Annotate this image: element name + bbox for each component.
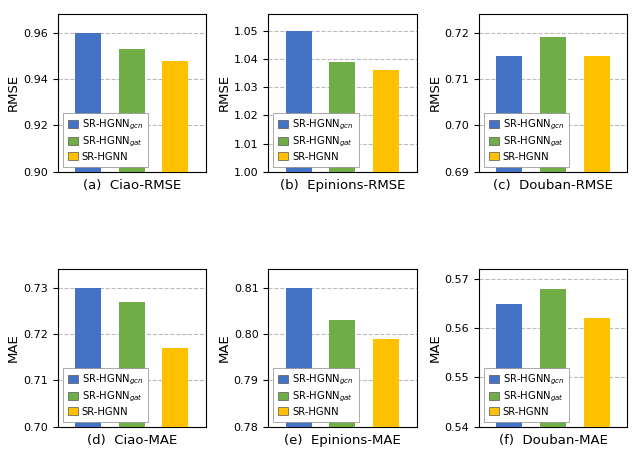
X-axis label: (e)  Epinions-MAE: (e) Epinions-MAE bbox=[284, 434, 401, 447]
Bar bbox=[330, 320, 355, 474]
Legend: SR-HGNN$_{gcn}$, SR-HGNN$_{gat}$, SR-HGNN: SR-HGNN$_{gcn}$, SR-HGNN$_{gat}$, SR-HGN… bbox=[484, 368, 570, 421]
Y-axis label: RMSE: RMSE bbox=[7, 74, 20, 111]
X-axis label: (a)  Ciao-RMSE: (a) Ciao-RMSE bbox=[83, 179, 181, 191]
X-axis label: (b)  Epinions-RMSE: (b) Epinions-RMSE bbox=[280, 179, 405, 191]
Legend: SR-HGNN$_{gcn}$, SR-HGNN$_{gat}$, SR-HGNN: SR-HGNN$_{gcn}$, SR-HGNN$_{gat}$, SR-HGN… bbox=[63, 113, 148, 167]
Bar bbox=[75, 288, 101, 474]
Bar bbox=[118, 301, 145, 474]
X-axis label: (f)  Douban-MAE: (f) Douban-MAE bbox=[499, 434, 607, 447]
Bar bbox=[496, 304, 522, 474]
Bar bbox=[584, 56, 610, 474]
Y-axis label: RMSE: RMSE bbox=[429, 74, 442, 111]
Legend: SR-HGNN$_{gcn}$, SR-HGNN$_{gat}$, SR-HGNN: SR-HGNN$_{gcn}$, SR-HGNN$_{gat}$, SR-HGN… bbox=[484, 113, 570, 167]
Bar bbox=[584, 319, 610, 474]
Bar bbox=[118, 49, 145, 474]
Y-axis label: MAE: MAE bbox=[429, 334, 442, 362]
Y-axis label: RMSE: RMSE bbox=[218, 74, 231, 111]
X-axis label: (c)  Douban-RMSE: (c) Douban-RMSE bbox=[493, 179, 613, 191]
Legend: SR-HGNN$_{gcn}$, SR-HGNN$_{gat}$, SR-HGNN: SR-HGNN$_{gcn}$, SR-HGNN$_{gat}$, SR-HGN… bbox=[273, 113, 359, 167]
Bar bbox=[540, 37, 566, 474]
Y-axis label: MAE: MAE bbox=[218, 334, 231, 362]
Bar bbox=[163, 348, 189, 474]
Y-axis label: MAE: MAE bbox=[7, 334, 20, 362]
Bar bbox=[330, 62, 355, 474]
Legend: SR-HGNN$_{gcn}$, SR-HGNN$_{gat}$, SR-HGNN: SR-HGNN$_{gcn}$, SR-HGNN$_{gat}$, SR-HGN… bbox=[63, 368, 148, 421]
Bar bbox=[496, 56, 522, 474]
Bar bbox=[285, 31, 312, 474]
Bar bbox=[285, 288, 312, 474]
Legend: SR-HGNN$_{gcn}$, SR-HGNN$_{gat}$, SR-HGNN: SR-HGNN$_{gcn}$, SR-HGNN$_{gat}$, SR-HGN… bbox=[273, 368, 359, 421]
Bar bbox=[373, 338, 399, 474]
Bar bbox=[373, 71, 399, 474]
X-axis label: (d)  Ciao-MAE: (d) Ciao-MAE bbox=[86, 434, 177, 447]
Bar bbox=[540, 289, 566, 474]
Bar bbox=[163, 61, 189, 474]
Bar bbox=[75, 33, 101, 474]
